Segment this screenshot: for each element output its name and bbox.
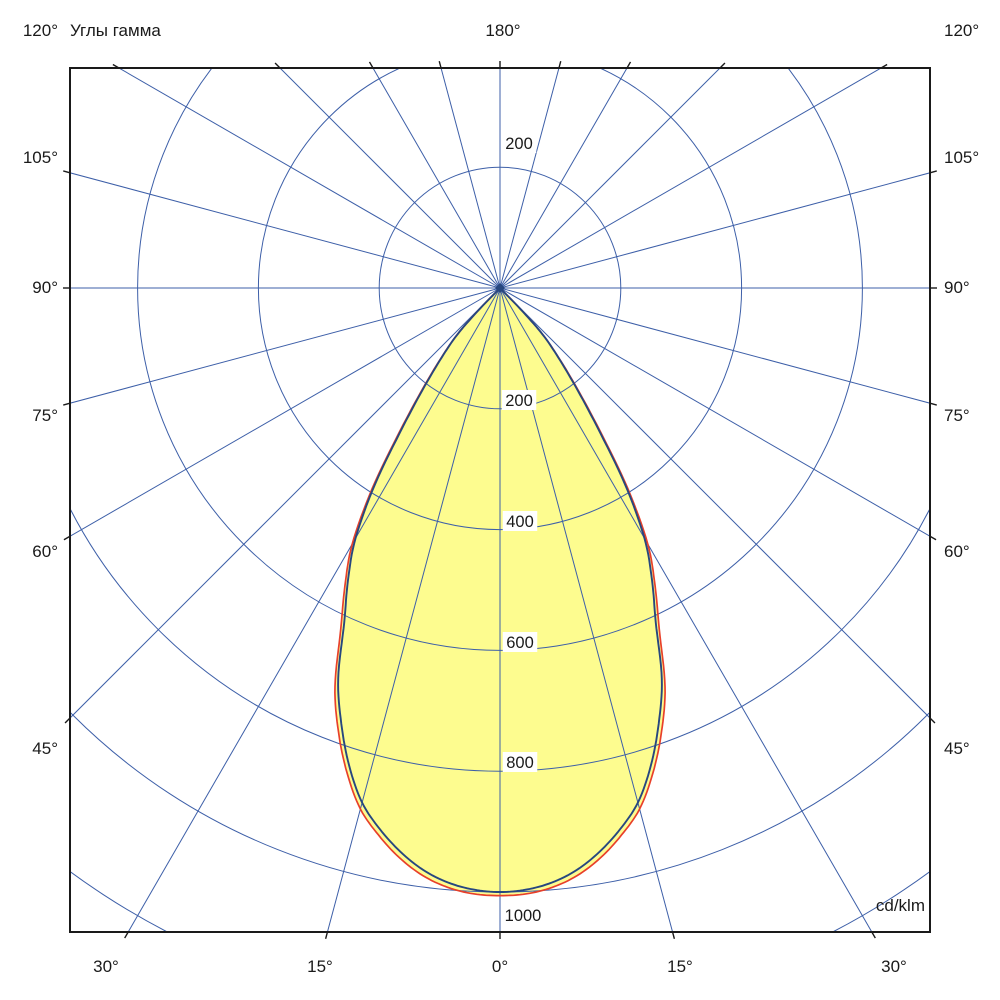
ring-value-label: 200 — [505, 135, 533, 153]
gamma-angle-label-left-45: 45° — [32, 739, 58, 758]
ring-value-label: 600 — [506, 634, 534, 652]
gamma-angle-label-right-105: 105° — [944, 148, 980, 167]
gamma-angle-label-right-75: 75° — [944, 406, 970, 425]
gamma-angle-label-bottom-2: 0° — [491, 957, 509, 976]
gamma-angle-label-right-60: 60° — [944, 542, 970, 561]
gamma-angle-label-bottom-1: 15° — [307, 957, 333, 976]
polar-center-point — [495, 283, 505, 293]
ring-value-labels: 200 200 400 600 800 1000 — [501, 133, 545, 925]
gamma-angle-label-left-90: 90° — [32, 278, 58, 297]
gamma-angle-label-right-45: 45° — [944, 739, 970, 758]
gamma-angle-label-120-top-left: 120° — [22, 21, 58, 40]
ring-value-label: 800 — [506, 754, 534, 772]
intensity-curve-blue — [337, 286, 663, 893]
unit-label-cd-klm: cd/klm — [875, 896, 925, 915]
ring-value-label: 200 — [505, 392, 533, 410]
gamma-angle-label-left-105: 105° — [22, 148, 58, 167]
ring-value-label: 1000 — [505, 907, 542, 925]
intensity-curve-red — [334, 286, 666, 897]
gamma-angle-label-180-top: 180° — [485, 21, 521, 40]
gamma-angle-label-bottom-4: 30° — [881, 957, 907, 976]
plot-border — [69, 67, 931, 933]
ring-value-label: 400 — [506, 513, 534, 531]
page-title: Углы гамма — [70, 21, 161, 40]
gamma-angle-label-right-90: 90° — [944, 278, 970, 297]
gamma-angle-label-bottom-0: 30° — [93, 957, 119, 976]
gamma-angle-label-120-top-right: 120° — [944, 21, 980, 40]
gamma-angle-label-left-75: 75° — [32, 406, 58, 425]
gamma-angle-label-bottom-3: 15° — [667, 957, 693, 976]
gamma-angle-label-left-60: 60° — [32, 542, 58, 561]
